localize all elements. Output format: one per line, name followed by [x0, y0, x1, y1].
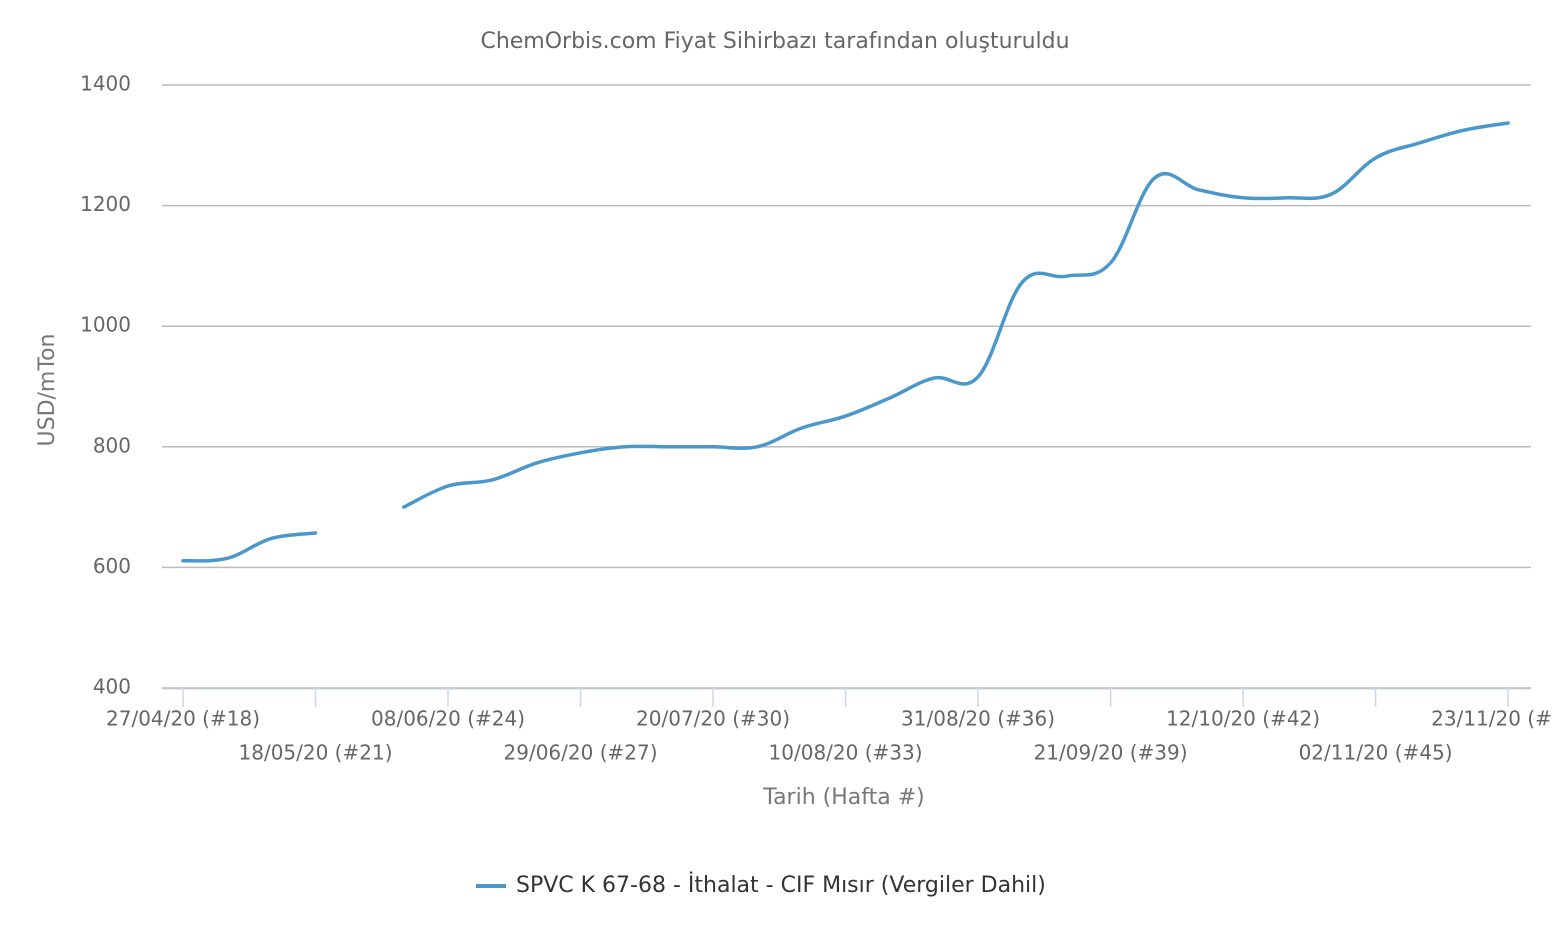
y-tick-label: 1000: [80, 313, 131, 337]
data-line: [181, 531, 318, 563]
x-tick-label: 02/11/20 (#45): [1299, 741, 1453, 765]
y-axis-label: USD/mTon: [35, 334, 60, 447]
x-tick-label: 12/10/20 (#42): [1166, 707, 1320, 731]
y-tick-label: 1400: [80, 72, 131, 96]
x-tick-label: 08/06/20 (#24): [371, 707, 525, 731]
x-tick-label: 20/07/20 (#30): [636, 707, 790, 731]
legend-label: SPVC K 67-68 - İthalat - CIF Mısır (Verg…: [516, 872, 1046, 898]
y-tick-label: 1200: [80, 192, 131, 216]
data-line: [402, 121, 1510, 509]
y-tick-label: 600: [93, 554, 131, 578]
x-axis-label: Tarih (Hafta #): [762, 785, 924, 810]
x-tick-label: 31/08/20 (#36): [901, 707, 1055, 731]
x-tick-label: 29/06/20 (#27): [504, 741, 658, 765]
x-tick-label: 23/11/20 (#48): [1431, 707, 1552, 731]
x-tick-label: 10/08/20 (#33): [769, 741, 923, 765]
y-tick-label: 800: [93, 433, 131, 457]
y-tick-label: 400: [93, 675, 131, 699]
chart-title: ChemOrbis.com Fiyat Sihirbazı tarafından…: [480, 29, 1069, 54]
x-tick-label: 18/05/20 (#21): [239, 741, 393, 765]
x-tick-label: 27/04/20 (#18): [106, 707, 260, 731]
x-tick-label: 21/09/20 (#39): [1034, 741, 1188, 765]
